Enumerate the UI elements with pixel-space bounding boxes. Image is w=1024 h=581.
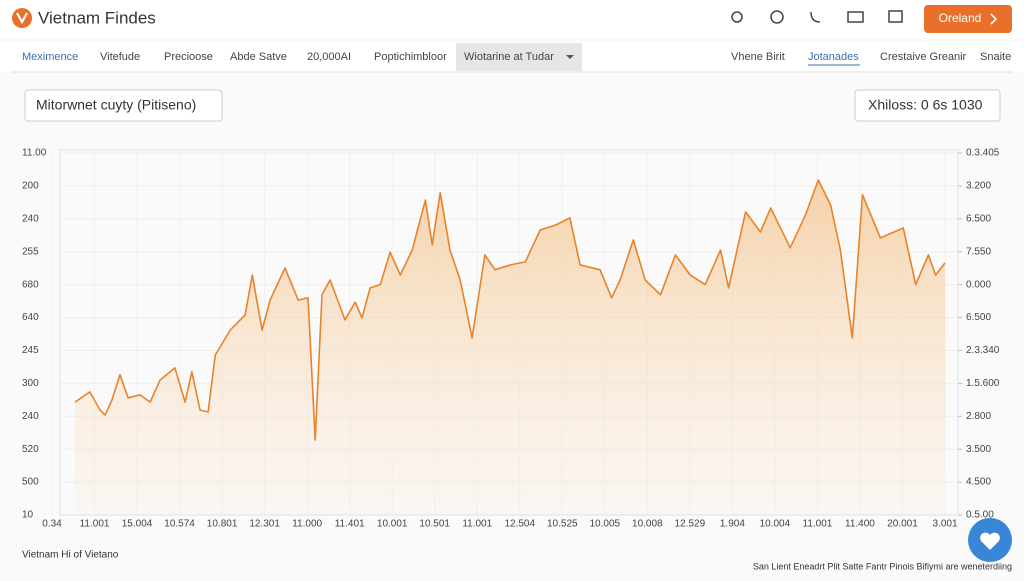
x-tick-label: 10.001 xyxy=(377,519,408,530)
x-tick-label: 10.008 xyxy=(632,519,663,530)
x-tick-label: 10.801 xyxy=(207,519,238,530)
y-tick-label: 10 xyxy=(22,510,34,521)
x-tick-label: 10.501 xyxy=(419,519,450,530)
x-tick-label: 11.001 xyxy=(462,519,492,530)
logo xyxy=(12,8,32,28)
plot: 11.00 200 240 255 680 640 245 300 240 520 500 10 0.3… xyxy=(22,148,1000,530)
nav-dropdown-bg[interactable] xyxy=(456,43,582,71)
y2-tick-label: 2.3.340 xyxy=(966,345,1000,356)
y-tick-label: 11.00 xyxy=(22,148,47,159)
area-fill xyxy=(74,180,945,515)
icon-print[interactable] xyxy=(888,10,903,23)
x-tick-label: 20.001 xyxy=(887,519,918,530)
footer-right: San Lient Eneadrt Plit Satte Fantr Pinoi… xyxy=(753,561,1012,571)
nav-tab[interactable]: Vhene Birit xyxy=(731,51,785,63)
icon-phone[interactable] xyxy=(810,11,821,23)
nav-tab[interactable]: Poptichimbloor xyxy=(374,51,447,63)
nav-tab[interactable]: Vitefude xyxy=(100,51,140,63)
area-line xyxy=(74,179,946,441)
y2-tick-label: 1.5.600 xyxy=(966,378,1000,389)
y2-tick-label: 6.500 xyxy=(966,312,991,323)
x-tick-label: 3.001 xyxy=(932,519,957,530)
x-tick-label: 10.004 xyxy=(760,519,791,530)
x-tick-label: 11.000 xyxy=(292,519,322,530)
x-tick-label: 12.504 xyxy=(504,519,535,530)
y2-tick-label: 3.500 xyxy=(966,444,991,455)
x-tick-label: 1.904 xyxy=(720,519,745,530)
x-tick-label: 11.001 xyxy=(803,519,833,530)
annotation-box xyxy=(854,89,1001,122)
plot-frame xyxy=(59,149,959,516)
nav-tab-active[interactable]: Jotanades xyxy=(808,51,859,63)
header-bar xyxy=(0,0,1024,38)
y-tick-label: 500 xyxy=(22,477,39,488)
x-tick-label: 12.301 xyxy=(249,519,280,530)
x-tick-label: 11.400 xyxy=(845,519,875,530)
x-tick-label: 11.001 xyxy=(80,519,110,530)
nav-dropdown[interactable]: Wiotarine at Tudar xyxy=(464,51,554,63)
y-tick-label: 300 xyxy=(22,378,39,389)
nav-tab[interactable]: Snaite xyxy=(980,51,1011,63)
x-tick-label: 10.005 xyxy=(590,519,621,530)
nav-tab[interactable]: Precioose xyxy=(164,51,213,63)
y-tick-label: 520 xyxy=(22,444,39,455)
logo-mark xyxy=(16,12,28,25)
x-tick-label: 10.525 xyxy=(547,519,578,530)
x-tick-label: 10.574 xyxy=(164,519,195,530)
y2-tick-label: 0.000 xyxy=(966,279,991,290)
chart-annotation: Xhiloss: 0 6s 1030 xyxy=(868,97,983,113)
app-title: Vietnam Findes xyxy=(38,8,156,27)
y-tick-label: 240 xyxy=(22,213,39,224)
x-tick-label: 11.401 xyxy=(335,519,365,530)
header-button[interactable] xyxy=(924,5,1012,33)
nav-tab[interactable]: Meximence xyxy=(22,51,78,63)
x-tick-label: 15.004 xyxy=(122,519,153,530)
y-tick-label: 245 xyxy=(22,345,39,356)
y2-tick-label: 0.5.00 xyxy=(966,510,994,521)
dropdown-caret xyxy=(566,55,574,59)
header-icons xyxy=(731,10,903,24)
nav-tab[interactable]: Crestaive Greanir xyxy=(880,51,967,63)
icon-clock[interactable] xyxy=(770,10,784,24)
y2-tick-label: 3.200 xyxy=(966,181,991,192)
nav-tab[interactable]: 20,000AI xyxy=(307,51,351,63)
header-button-label[interactable]: Oreland xyxy=(939,11,982,25)
heart-icon xyxy=(980,532,1000,550)
y2-tick-label: 0.3.405 xyxy=(966,148,1000,159)
y-tick-label: 640 xyxy=(22,312,39,323)
footer-left: Vietnam Hi of Vietano xyxy=(22,550,119,561)
chart-title: Mitorwnet cuyty (Pitiseno) xyxy=(36,97,196,113)
nav-tab[interactable]: Abde Satve xyxy=(230,51,287,63)
chart-title-box xyxy=(24,89,223,122)
y-tick-label: 200 xyxy=(22,181,39,192)
x-tick-label: 0.34 xyxy=(42,519,62,530)
y-tick-label: 680 xyxy=(22,279,39,290)
icon-card[interactable] xyxy=(847,11,864,23)
y2-tick-label: 4.500 xyxy=(966,477,991,488)
icon-hand[interactable] xyxy=(731,11,743,23)
y2-tick-label: 6.500 xyxy=(966,213,991,224)
y-tick-label: 255 xyxy=(22,246,39,257)
y2-tick-label: 2.800 xyxy=(966,411,991,422)
y2-tick-label: 7.550 xyxy=(966,246,991,257)
x-tick-label: 12.529 xyxy=(675,519,706,530)
chevron xyxy=(990,13,998,25)
y-tick-label: 240 xyxy=(22,411,39,422)
